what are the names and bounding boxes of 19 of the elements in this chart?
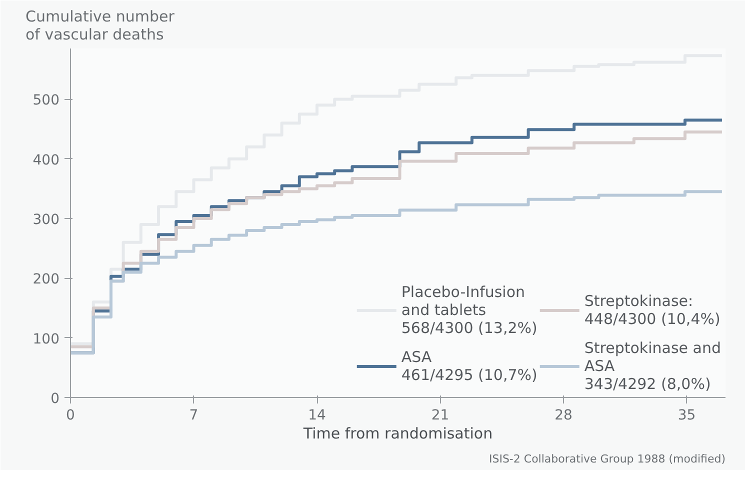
x-tick-label: 35 [678,408,696,424]
legend-label: Streptokinase: 448/4300 (10,4%) [584,292,720,328]
y-tick-label: 100 [32,331,60,348]
y-tick-label: 200 [32,272,60,288]
x-tick-label: 14 [308,408,326,424]
legend-label: ASA 461/4295 (10,7%) [401,348,538,384]
x-tick-label: 21 [431,408,450,424]
x-tick-label: 28 [554,408,572,424]
legend-label: Placebo-Infusion and tablets 568/4300 (13,2%) [401,283,538,337]
text: ISIS-2 Collaborative Group 1988 (modified) [488,452,726,466]
x-tick-label: 0 [66,408,75,424]
y-tick-label: 400 [32,152,60,168]
y-tick-label: 500 [32,92,60,109]
x-axis-title: Time from randomisation [302,424,493,442]
y-tick-label: 0 [50,391,60,407]
x-tick-label: 7 [189,408,198,424]
legend-label: Streptokinase and ASA 343/4292 (8,0%) [584,339,721,393]
y-tick-label: 300 [32,212,60,228]
y-axis-title: Cumulative number of vascular deaths [26,8,176,44]
